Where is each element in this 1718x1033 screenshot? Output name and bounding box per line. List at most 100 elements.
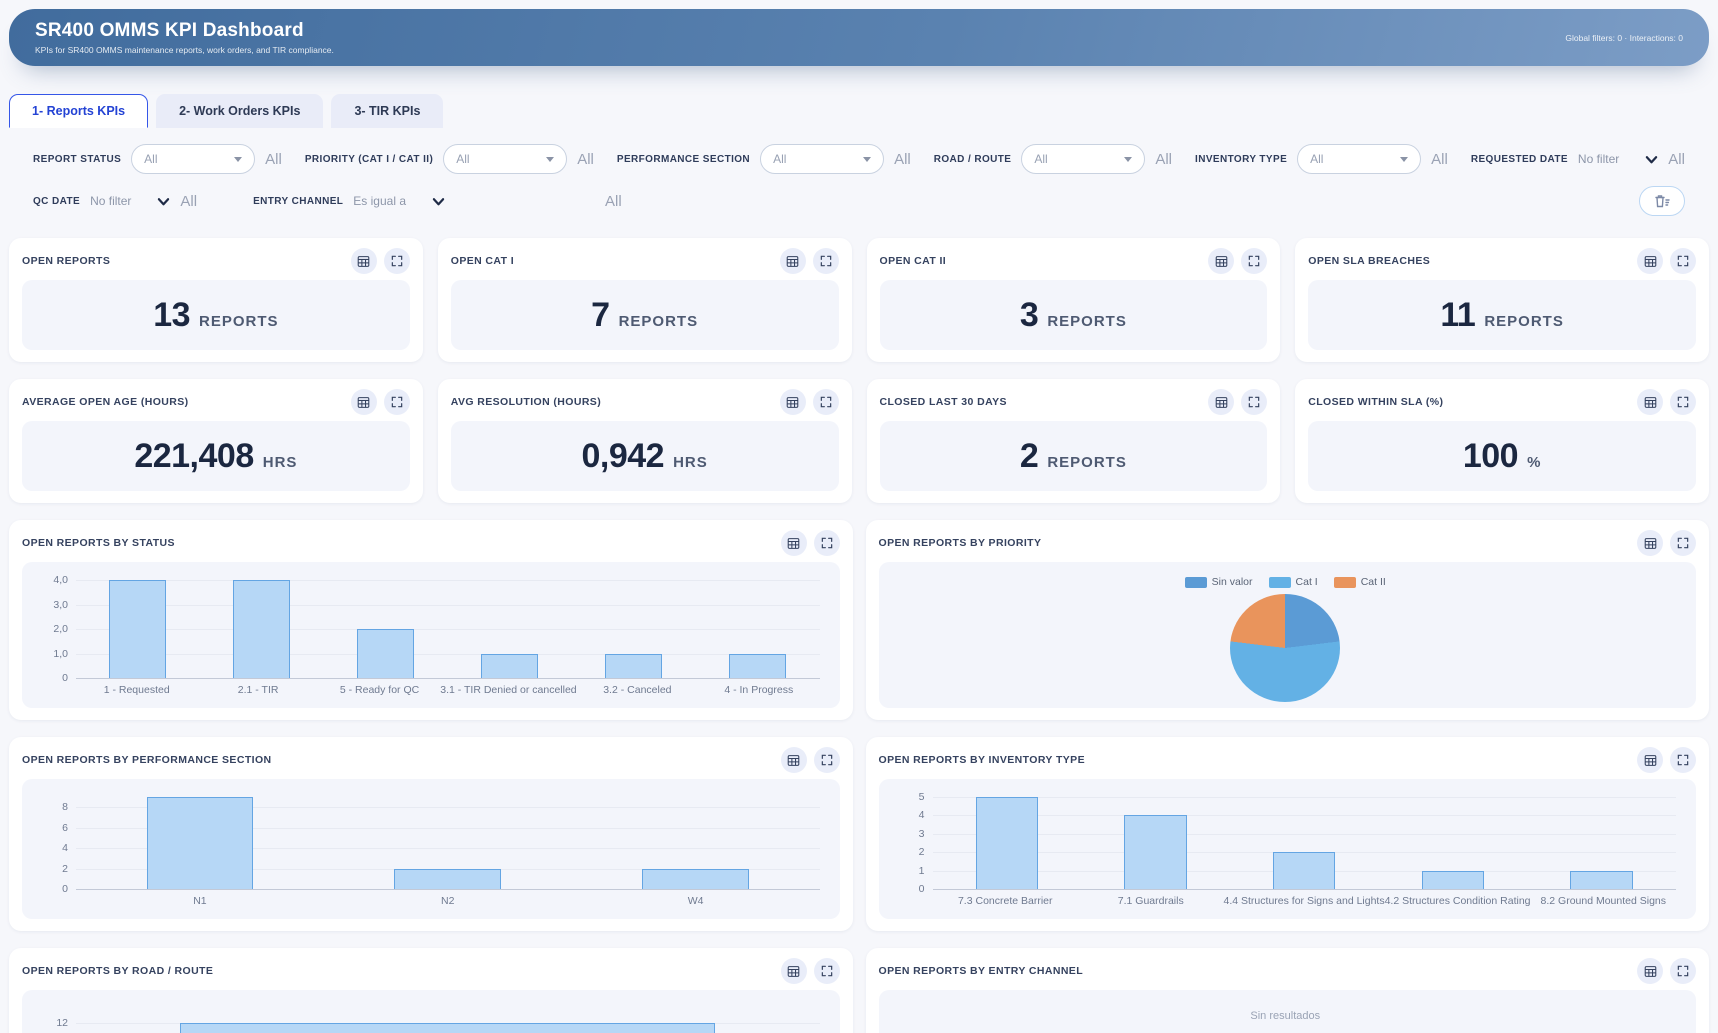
legend-item[interactable]: Cat II xyxy=(1333,576,1386,588)
table-view-button[interactable] xyxy=(1637,958,1663,984)
bar[interactable] xyxy=(180,1023,716,1033)
tab-work-orders-kpis[interactable]: 2- Work Orders KPIs xyxy=(156,94,324,128)
filter-summary: All xyxy=(265,150,282,168)
expand-button[interactable] xyxy=(812,389,839,415)
expand-button[interactable] xyxy=(1670,530,1696,556)
filter-label: PRIORITY (CAT I / CAT II) xyxy=(304,153,434,165)
road-route-select[interactable]: All xyxy=(1021,144,1146,174)
x-axis-label: 3.1 - TIR Denied or cancelled xyxy=(440,684,577,696)
expand-button[interactable] xyxy=(1241,248,1268,274)
bar-plot: 12 xyxy=(56,996,820,1033)
priority-select[interactable]: All xyxy=(443,144,568,174)
bar[interactable] xyxy=(109,580,167,678)
bar[interactable] xyxy=(233,580,291,678)
requested-date-dropdown[interactable]: No filter xyxy=(1578,152,1658,166)
expand-icon xyxy=(1677,255,1689,267)
kpi-body: 221,408 HRS xyxy=(22,421,410,491)
y-tick-label: 4 xyxy=(918,809,925,822)
table-view-button[interactable] xyxy=(779,248,806,274)
filter-label: ENTRY CHANNEL xyxy=(253,195,344,207)
expand-button[interactable] xyxy=(813,958,840,984)
expand-icon xyxy=(1248,255,1260,267)
table-view-button[interactable] xyxy=(780,530,807,556)
bar[interactable] xyxy=(729,653,787,678)
bar[interactable] xyxy=(394,868,502,889)
table-view-button[interactable] xyxy=(1637,248,1663,274)
chart-grid: OPEN REPORTS BY STATUS 0 1,0 2,0 3,0 4,0 1 - … xyxy=(9,520,1709,1033)
kpi-card-closed-last-30-days: CLOSED LAST 30 DAYS 2 REPORTS xyxy=(866,379,1281,503)
bar[interactable] xyxy=(1273,852,1336,889)
gridline xyxy=(76,629,820,630)
bar[interactable] xyxy=(357,629,415,678)
table-view-button[interactable] xyxy=(1208,248,1235,274)
bar[interactable] xyxy=(1421,870,1485,889)
expand-button[interactable] xyxy=(1670,248,1696,274)
y-tick-label: 2,0 xyxy=(53,623,68,635)
table-view-icon xyxy=(1644,396,1656,408)
legend-label: Sin valor xyxy=(1211,576,1253,588)
table-view-button[interactable] xyxy=(780,747,807,773)
x-axis-label: N2 xyxy=(441,895,455,907)
kpi-card-closed-within-sla: CLOSED WITHIN SLA (%) 100% xyxy=(1295,379,1709,503)
expand-button[interactable] xyxy=(383,248,410,274)
bar-plot: 0 1 2 3 4 5 xyxy=(919,785,1676,895)
kpi-title: AVERAGE OPEN AGE (HOURS) xyxy=(22,396,189,408)
caret-down-icon xyxy=(1124,156,1133,162)
bar[interactable] xyxy=(1570,870,1633,889)
table-view-button[interactable] xyxy=(350,248,377,274)
table-view-button[interactable] xyxy=(350,389,377,415)
y-tick-label: 5 xyxy=(918,791,925,803)
y-tick-label: 3,0 xyxy=(53,598,68,611)
expand-button[interactable] xyxy=(813,530,840,556)
table-view-button[interactable] xyxy=(780,958,807,984)
table-view-button[interactable] xyxy=(1208,389,1235,415)
legend-item[interactable]: Cat I xyxy=(1268,576,1318,588)
table-view-button[interactable] xyxy=(779,389,806,415)
chart-title: OPEN REPORTS BY ROAD / ROUTE xyxy=(22,965,214,977)
gridline xyxy=(76,653,820,655)
inventory-type-select[interactable]: All xyxy=(1297,144,1422,174)
chart-card-open-reports-by-status: OPEN REPORTS BY STATUS 0 1,0 2,0 3,0 4,0 1 - … xyxy=(9,520,853,720)
caret-down-icon xyxy=(1400,156,1409,162)
kpi-card-avg-resolution: AVG RESOLUTION (HOURS) 0,942 HRS xyxy=(437,379,852,503)
entry-channel-operator-dropdown[interactable]: Es igual a xyxy=(353,194,445,208)
expand-button[interactable] xyxy=(812,248,839,274)
table-view-button[interactable] xyxy=(1637,747,1663,773)
tab-reports-kpis[interactable]: 1- Reports KPIs xyxy=(9,94,149,128)
expand-button[interactable] xyxy=(813,747,840,773)
bar[interactable] xyxy=(642,868,749,889)
bar[interactable] xyxy=(975,797,1039,889)
bar[interactable] xyxy=(146,797,254,889)
expand-button[interactable] xyxy=(1670,958,1696,984)
bar[interactable] xyxy=(605,653,663,678)
tab-tir-kpis[interactable]: 3- TIR KPIs xyxy=(331,94,444,128)
bar[interactable] xyxy=(481,653,539,678)
pie-chart[interactable] xyxy=(1230,594,1341,702)
table-view-icon xyxy=(1644,965,1656,977)
table-view-icon xyxy=(787,754,800,766)
table-view-button[interactable] xyxy=(1637,530,1663,556)
table-view-icon xyxy=(1644,537,1656,549)
expand-button[interactable] xyxy=(383,389,410,415)
expand-button[interactable] xyxy=(1670,389,1696,415)
table-view-icon xyxy=(787,965,800,977)
expand-button[interactable] xyxy=(1241,389,1268,415)
table-view-icon xyxy=(1215,255,1228,267)
filter-label: ROAD / ROUTE xyxy=(933,153,1012,165)
qc-date-dropdown[interactable]: No filter xyxy=(90,194,170,208)
report-status-select[interactable]: All xyxy=(131,144,256,174)
kpi-title: OPEN SLA BREACHES xyxy=(1308,255,1431,267)
legend-item[interactable]: Sin valor xyxy=(1184,576,1253,588)
expand-button[interactable] xyxy=(1670,747,1696,773)
chart-card-open-reports-by-performance-section: OPEN REPORTS BY PERFORMANCE SECTION 0 2 4 6… xyxy=(9,737,853,931)
performance-section-select[interactable]: All xyxy=(760,144,885,174)
filter-label: REQUESTED DATE xyxy=(1470,153,1568,165)
kpi-body: 7 REPORTS xyxy=(450,280,839,350)
clear-filters-button[interactable] xyxy=(1639,186,1685,216)
bar-chart-open-reports-by-status: 0 1,0 2,0 3,0 4,0 1 - Requested 2.1 - TIR 5 - R… xyxy=(22,562,840,708)
page-subtitle: KPIs for SR400 OMMS maintenance reports,… xyxy=(35,45,334,55)
y-tick-label: 0 xyxy=(62,672,68,684)
table-view-button[interactable] xyxy=(1637,389,1663,415)
bar-plot: 0 2 4 6 8 xyxy=(62,785,820,895)
bar[interactable] xyxy=(1124,815,1187,889)
